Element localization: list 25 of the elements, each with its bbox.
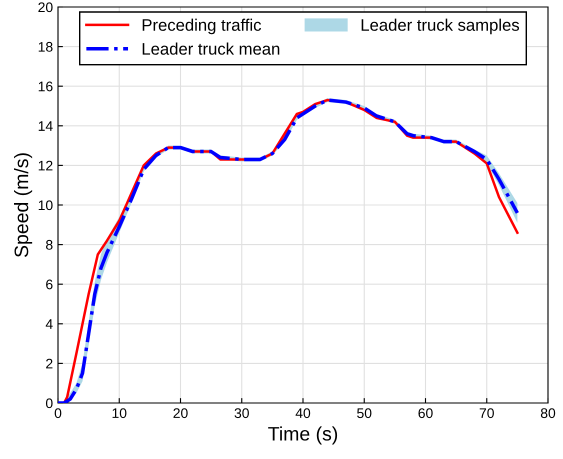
y-tick-label: 10 bbox=[38, 200, 53, 210]
y-tick-label: 2 bbox=[46, 358, 52, 368]
x-tick-label: 60 bbox=[418, 408, 433, 418]
x-axis-title: Time (s) bbox=[268, 426, 338, 444]
y-axis-title: Speed (m/s) bbox=[14, 153, 32, 258]
x-tick-label: 50 bbox=[357, 408, 372, 418]
y-tick-label: 6 bbox=[46, 280, 53, 290]
x-tick-label: 80 bbox=[540, 408, 556, 418]
legend-label: Leader truck mean bbox=[142, 42, 280, 55]
y-tick-label: 12 bbox=[38, 160, 52, 170]
x-tick-label: 20 bbox=[173, 408, 188, 418]
legend-label: Leader truck samples bbox=[362, 18, 520, 34]
y-tick-label: 14 bbox=[38, 121, 53, 131]
legend-label: Preceding traffic bbox=[142, 18, 262, 34]
x-tick-label: 30 bbox=[234, 408, 249, 418]
y-tick-label: 4 bbox=[46, 319, 53, 329]
x-tick-label: 70 bbox=[480, 408, 494, 418]
x-tick-label: 0 bbox=[54, 408, 62, 418]
y-tick-label: 18 bbox=[38, 42, 53, 52]
y-tick-label: 20 bbox=[38, 2, 53, 12]
y-tick-label: 0 bbox=[46, 398, 53, 408]
x-tick-label: 10 bbox=[112, 408, 126, 418]
y-tick-label: 8 bbox=[46, 240, 53, 250]
x-tick-label: 40 bbox=[296, 408, 310, 418]
y-tick-label: 16 bbox=[38, 82, 53, 92]
